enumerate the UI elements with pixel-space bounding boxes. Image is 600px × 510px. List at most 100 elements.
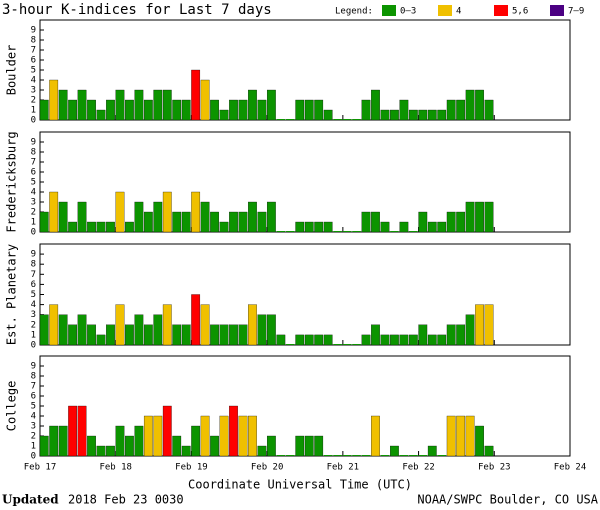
bar [87,324,96,346]
bar [68,324,78,346]
y-tick-label: 3 [31,422,36,432]
bar [408,109,418,121]
bar [437,221,447,233]
legend-swatch [382,5,396,16]
bar [58,201,68,233]
y-axis-label: Est. Planetary [5,244,19,345]
x-tick-label: Feb 19 [175,463,208,473]
bar [172,324,182,346]
x-tick-label: Feb 22 [402,463,435,473]
footer-date: 2018 Feb 23 0030 [68,493,184,507]
bar [181,99,191,121]
bar [162,191,172,233]
bar [371,89,380,121]
bar [390,109,399,121]
bar [58,314,68,346]
bar [295,334,305,346]
bar [238,99,248,121]
y-tick-label: 3 [31,310,36,320]
bar [200,79,210,121]
bar [371,324,380,346]
bar [437,334,447,346]
bar [172,99,182,121]
y-tick-label: 0 [31,228,36,238]
y-tick-label: 0 [31,116,36,126]
y-tick-label: 3 [31,198,36,208]
bar [125,324,134,346]
bar [219,221,229,233]
bar [200,304,210,346]
bar [437,455,446,456]
bar [361,99,371,121]
bar [456,99,466,121]
bar [172,435,182,457]
bar [361,455,371,456]
bar [115,304,125,346]
legend-label: 4 [456,7,461,17]
bar [257,99,267,121]
bar [456,415,466,457]
y-tick-label: 6 [31,392,36,402]
bar [484,304,494,346]
bar [68,221,78,233]
bar [418,455,428,456]
bar [409,231,418,232]
bar [248,89,257,121]
bar [77,314,87,346]
legend-title: Legend: [335,7,373,17]
bar [484,99,494,121]
y-axis-label: College [5,381,19,432]
y-tick-label: 4 [31,412,36,422]
bar [286,455,295,456]
bar [380,221,390,233]
bar [475,201,484,233]
bar [162,304,172,346]
y-tick-label: 5 [31,290,36,300]
bar [87,435,96,457]
y-tick-label: 5 [31,402,36,412]
bar [39,435,49,457]
bar [229,405,238,457]
x-tick-label: Feb 20 [251,463,284,473]
bar [219,324,229,346]
bar [352,119,361,120]
x-tick-label: Feb 24 [554,463,587,473]
y-tick-label: 0 [31,341,36,351]
bar [323,221,333,233]
y-tick-label: 5 [31,66,36,76]
bar [153,314,163,346]
bar [68,99,78,121]
bar [143,99,153,121]
bar [125,435,134,457]
y-tick-label: 8 [31,372,36,382]
bar [465,415,475,457]
bar [295,221,305,233]
bar [238,211,248,233]
y-tick-label: 1 [31,218,36,228]
bar [323,455,333,456]
bar [446,99,456,121]
bar [39,211,49,233]
bar [446,324,456,346]
bar [418,211,428,233]
bar [390,334,399,346]
bar [96,109,106,121]
bar [295,99,305,121]
bar [229,324,238,346]
bar [484,445,494,457]
y-axis-label: Boulder [5,45,19,96]
bar [304,334,314,346]
bar [333,119,342,120]
bar [134,314,144,346]
bar [437,109,447,121]
bar [456,324,466,346]
bar [162,405,172,457]
bar [333,344,342,345]
chart-title: 3-hour K-indices for Last 7 days [2,2,272,18]
bar [465,89,475,121]
legend-swatch [438,5,452,16]
bar [333,231,342,232]
bar [106,445,115,457]
bar [380,109,390,121]
